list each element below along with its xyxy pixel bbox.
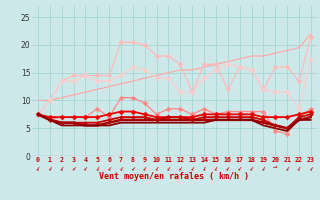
Text: →: →: [189, 164, 196, 171]
Text: →: →: [118, 164, 124, 171]
Text: →: →: [296, 164, 302, 171]
Text: →: →: [106, 164, 113, 171]
Text: →: →: [46, 164, 53, 171]
Text: →: →: [58, 164, 65, 171]
Text: →: →: [260, 164, 267, 171]
Text: →: →: [70, 164, 77, 171]
Text: →: →: [153, 164, 160, 171]
Text: →: →: [273, 164, 278, 170]
X-axis label: Vent moyen/en rafales ( km/h ): Vent moyen/en rafales ( km/h ): [100, 172, 249, 181]
Text: →: →: [236, 164, 243, 171]
Text: →: →: [130, 164, 136, 171]
Text: →: →: [165, 164, 172, 171]
Text: →: →: [141, 164, 148, 171]
Text: →: →: [177, 164, 184, 171]
Text: →: →: [94, 164, 100, 171]
Text: →: →: [224, 164, 231, 171]
Text: →: →: [308, 164, 314, 171]
Text: →: →: [212, 164, 219, 171]
Text: →: →: [82, 164, 89, 171]
Text: →: →: [284, 164, 291, 171]
Text: →: →: [201, 164, 207, 170]
Text: →: →: [248, 164, 255, 171]
Text: →: →: [35, 164, 41, 171]
